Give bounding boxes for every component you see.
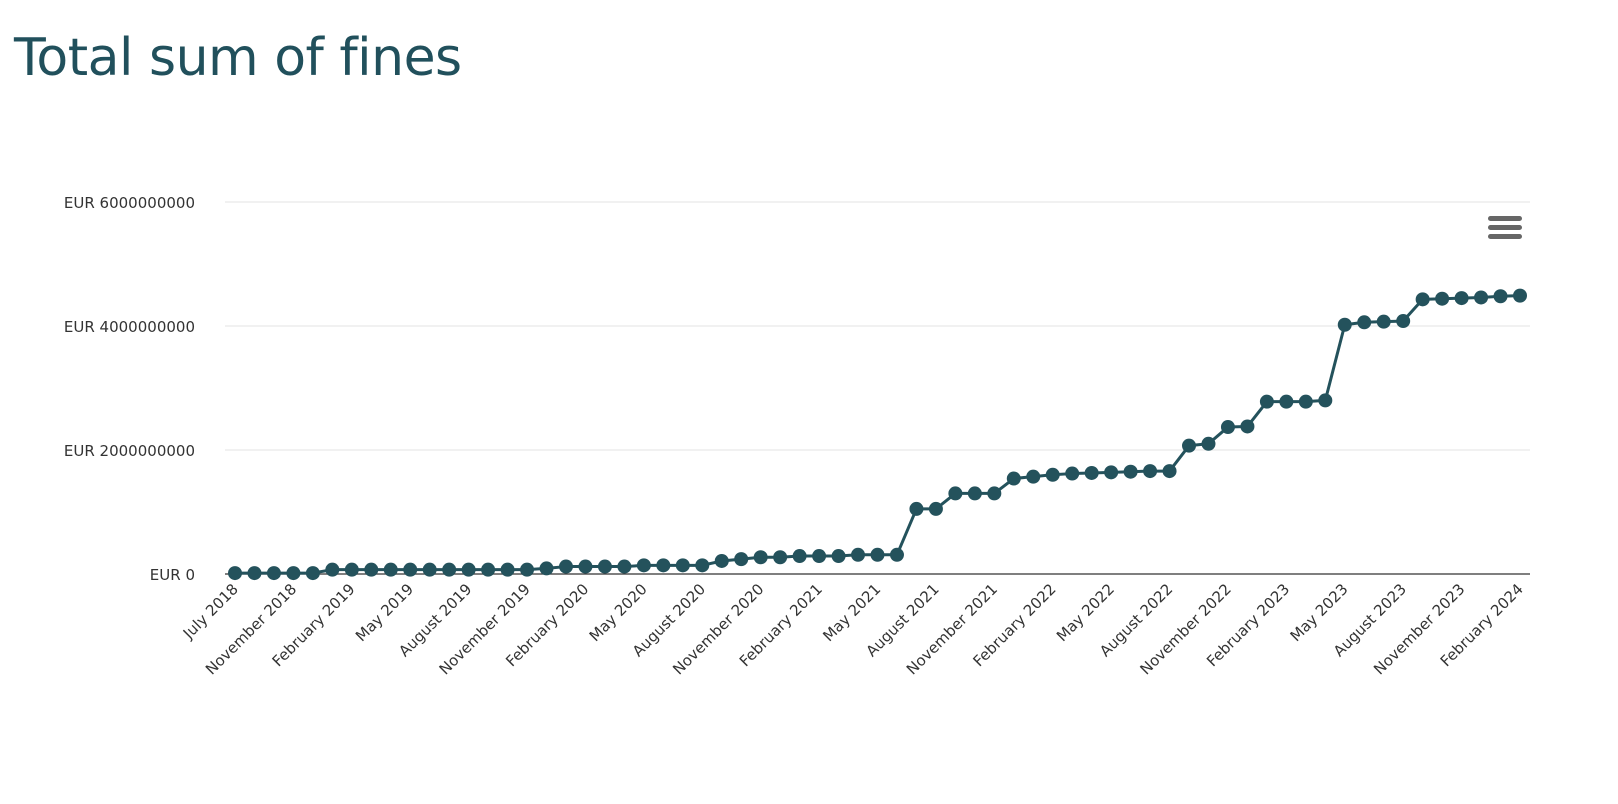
data-point <box>870 547 885 562</box>
y-tick-label: EUR 2000000000 <box>64 442 195 460</box>
data-point <box>1435 291 1450 306</box>
data-point <box>753 550 768 565</box>
data-point <box>1026 469 1041 484</box>
data-point <box>1376 314 1391 329</box>
data-point <box>1318 393 1333 408</box>
y-tick-label: EUR 4000000000 <box>64 318 195 336</box>
y-tick-label: EUR 0 <box>150 566 195 584</box>
x-tick-label: July 2018 <box>179 580 242 643</box>
data-point <box>1220 420 1235 435</box>
data-point <box>851 547 866 562</box>
data-point <box>558 559 573 574</box>
data-point <box>520 562 535 577</box>
data-point <box>1084 465 1099 480</box>
data-point <box>1337 317 1352 332</box>
data-point <box>1123 464 1138 479</box>
data-point <box>734 552 749 567</box>
data-point <box>1104 465 1119 480</box>
data-point <box>403 562 418 577</box>
data-point <box>1279 394 1294 409</box>
data-point <box>442 562 457 577</box>
data-point <box>714 553 729 568</box>
data-point <box>461 562 476 577</box>
data-point <box>286 566 301 581</box>
data-point <box>656 558 671 573</box>
data-point <box>967 486 982 501</box>
data-point <box>675 558 690 573</box>
data-point <box>1143 464 1158 479</box>
data-point <box>578 559 593 574</box>
data-point <box>539 561 554 576</box>
data-point <box>247 566 262 581</box>
data-point <box>1513 288 1527 303</box>
series-line <box>235 294 1521 575</box>
data-point <box>1065 466 1080 481</box>
data-point <box>325 562 340 577</box>
data-point <box>1182 438 1197 453</box>
data-point <box>266 566 281 581</box>
data-point <box>1454 291 1469 306</box>
data-point <box>928 501 943 516</box>
data-point <box>948 486 963 501</box>
hamburger-menu-icon[interactable] <box>1488 216 1522 244</box>
data-point <box>422 562 437 577</box>
data-point <box>812 549 827 564</box>
data-point <box>987 486 1002 501</box>
data-point <box>1201 436 1216 451</box>
data-point <box>1298 394 1313 409</box>
data-point <box>695 558 710 573</box>
data-point <box>773 550 788 565</box>
data-point <box>636 558 651 573</box>
data-point <box>1415 292 1430 307</box>
data-point <box>1474 290 1489 305</box>
data-point <box>500 562 515 577</box>
data-point <box>617 559 632 574</box>
data-point <box>831 549 846 564</box>
data-point <box>383 562 398 577</box>
data-point <box>792 549 807 564</box>
data-point <box>889 547 904 562</box>
data-point <box>597 559 612 574</box>
data-point <box>1162 464 1177 479</box>
data-point <box>1045 467 1060 482</box>
data-point <box>909 501 924 516</box>
data-point <box>1396 314 1411 329</box>
data-point <box>1493 289 1508 304</box>
data-point <box>344 562 359 577</box>
data-point <box>1240 419 1255 434</box>
data-point <box>1357 315 1372 330</box>
data-point <box>1006 471 1021 486</box>
data-point <box>481 562 496 577</box>
y-tick-label: EUR 6000000000 <box>64 194 195 212</box>
data-point <box>228 566 242 581</box>
data-point <box>305 566 320 581</box>
data-point <box>364 562 379 577</box>
chart-title: Total sum of fines <box>14 28 462 88</box>
data-point <box>1259 394 1274 409</box>
